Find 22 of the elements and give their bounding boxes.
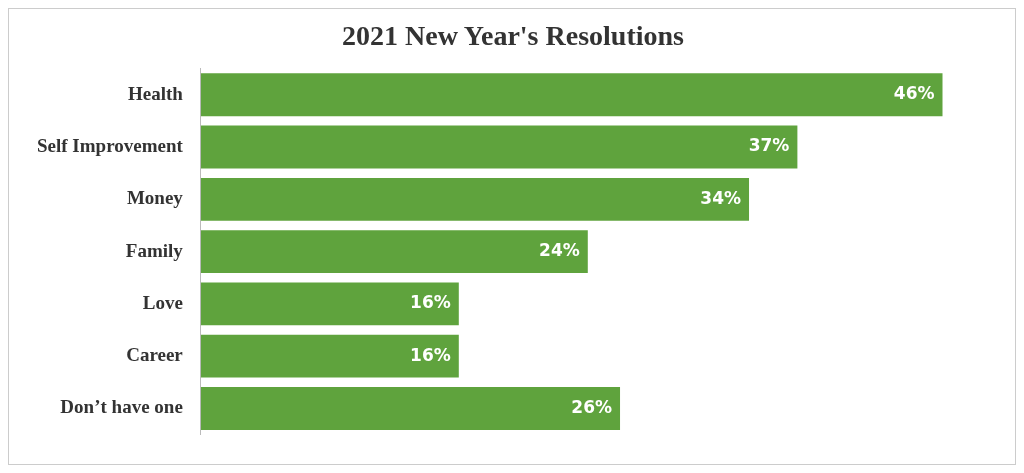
y-tick-label: Love: [142, 291, 183, 313]
data-label: 24%: [539, 240, 580, 261]
data-label: 34%: [700, 187, 742, 208]
bar: [200, 334, 459, 378]
bar: [200, 125, 798, 169]
data-label: 26%: [571, 396, 613, 417]
data-label: 46%: [893, 83, 935, 104]
data-label: 16%: [410, 292, 451, 313]
y-tick-label: Health: [127, 82, 184, 104]
data-label: 16%: [410, 344, 451, 365]
y-tick-label: Family: [125, 239, 184, 261]
bar: [200, 282, 459, 326]
data-label: 37%: [748, 135, 790, 156]
y-tick-label: Career: [126, 344, 184, 366]
bar: [200, 387, 621, 430]
bar: [200, 73, 943, 117]
y-tick-label: Money: [126, 187, 184, 209]
bar: [200, 230, 588, 274]
chart-title: 2021 New Year's Resolutions: [342, 20, 685, 52]
y-tick-label: Self Improvement: [36, 134, 184, 156]
y-tick-label: Don’t have one: [60, 396, 183, 418]
bar: [200, 177, 750, 221]
